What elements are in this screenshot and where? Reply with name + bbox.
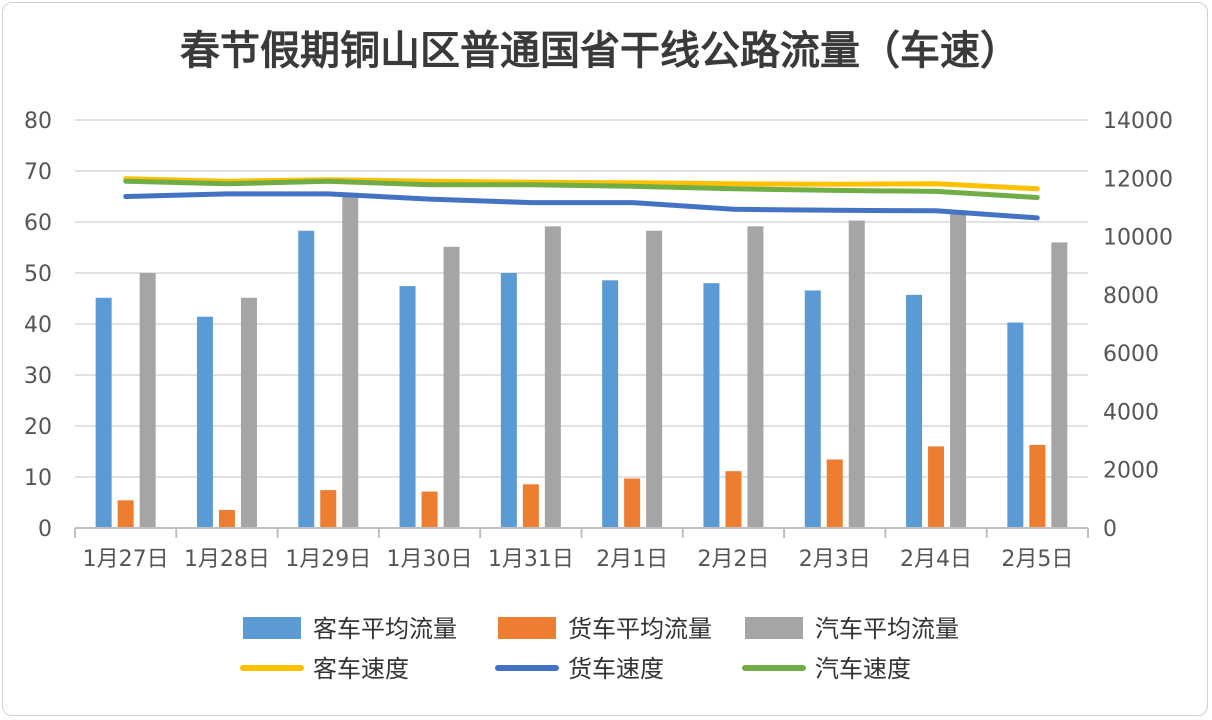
- bar: [747, 226, 764, 528]
- legend-label: 货车平均流量: [568, 615, 712, 643]
- bar: [950, 213, 967, 528]
- legend-label: 客车速度: [313, 655, 409, 683]
- bar: [544, 226, 561, 528]
- series-line: [123, 178, 1040, 200]
- legend-swatch: [745, 617, 803, 639]
- y-left-tick-label: 0: [38, 517, 52, 542]
- bar: [725, 471, 742, 528]
- bar: [500, 273, 517, 528]
- bar: [646, 230, 663, 528]
- bar: [1029, 444, 1046, 528]
- y-right-tick-label: 8000: [1103, 284, 1159, 309]
- x-tick-label: 1月30日: [387, 547, 473, 572]
- bar: [1007, 322, 1024, 528]
- bar: [399, 286, 416, 528]
- legend-label: 货车速度: [568, 655, 664, 683]
- bar: [826, 459, 843, 528]
- bar: [240, 297, 257, 528]
- lines: [123, 176, 1040, 221]
- bar: [522, 484, 539, 528]
- y-right-tick-label: 4000: [1103, 400, 1159, 425]
- y-right-tick-label: 12000: [1103, 167, 1173, 192]
- bar: [848, 220, 865, 529]
- y-left-tick-label: 80: [24, 109, 52, 134]
- x-tick-label: 1月27日: [83, 547, 169, 572]
- x-tick-label: 2月4日: [900, 547, 972, 572]
- y-right-tick-label: 0: [1103, 517, 1117, 542]
- legend-label: 汽车速度: [815, 655, 911, 683]
- chart-title: 春节假期铜山区普通国省干线公路流量（车速）: [180, 28, 1020, 74]
- bar: [703, 283, 720, 528]
- bar: [602, 280, 619, 528]
- bar: [298, 230, 315, 528]
- legend-label: 汽车平均流量: [815, 615, 959, 643]
- y-right-tick-label: 2000: [1103, 459, 1159, 484]
- bar: [196, 316, 213, 528]
- bar: [421, 491, 438, 528]
- bar: [443, 246, 460, 528]
- bar: [906, 294, 923, 528]
- bar: [218, 509, 235, 528]
- legend-swatch: [243, 617, 301, 639]
- y-left-tick-label: 50: [24, 262, 52, 287]
- series-line: [123, 191, 1040, 221]
- y-right-tick-label: 10000: [1103, 226, 1173, 251]
- y-left-tick-label: 60: [24, 211, 52, 236]
- x-tick-label: 2月2日: [697, 547, 769, 572]
- y-right-tick-label: 6000: [1103, 342, 1159, 367]
- legend-swatch: [498, 617, 556, 639]
- bar: [139, 273, 156, 528]
- x-tick-label: 1月29日: [285, 547, 371, 572]
- bar: [95, 297, 112, 528]
- bar: [804, 290, 821, 528]
- x-tick-label: 1月28日: [184, 547, 270, 572]
- bar: [342, 192, 359, 528]
- bar: [624, 478, 641, 528]
- legend-label: 客车平均流量: [313, 615, 457, 643]
- y-left-tick-label: 10: [24, 466, 52, 491]
- x-tick-label: 2月1日: [596, 547, 668, 572]
- y-left-tick-label: 70: [24, 160, 52, 185]
- grid: [75, 119, 1088, 478]
- y-left-tick-label: 30: [24, 364, 52, 389]
- bar: [928, 446, 945, 528]
- x-tick-label: 2月5日: [1001, 547, 1073, 572]
- y-right-tick-label: 14000: [1103, 109, 1173, 134]
- y-left-tick-label: 20: [24, 415, 52, 440]
- y-left-tick-label: 40: [24, 313, 52, 338]
- axes: 0 10 20 30 40 50 60 70 80 0 2000 4000 6000 8000 10000 1…: [24, 109, 1173, 572]
- bar: [320, 490, 337, 528]
- bars: [95, 192, 1068, 529]
- x-tick-label: 2月3日: [799, 547, 871, 572]
- bar: [1051, 242, 1068, 528]
- x-tick-label: 1月31日: [488, 547, 574, 572]
- bar: [117, 500, 134, 528]
